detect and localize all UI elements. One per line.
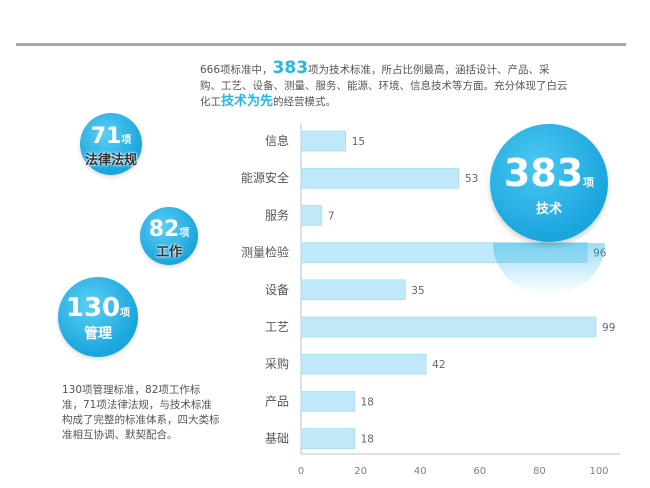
work-unit: 项 xyxy=(179,228,190,239)
laws-unit: 项 xyxy=(121,135,132,146)
bar xyxy=(300,391,355,412)
category-label: 工艺 xyxy=(265,320,289,334)
work-label: 工作 xyxy=(155,245,182,260)
work-circle: 82项 工作 xyxy=(140,207,198,265)
laws-label: 法律法规 xyxy=(84,153,137,168)
category-label: 设备 xyxy=(265,283,289,297)
intro-highlight-number: 383 xyxy=(272,58,309,78)
data-label: 18 xyxy=(361,434,374,446)
technical-unit: 项 xyxy=(583,176,595,189)
intro-paragraph: 666项标准中，383项为技术标准，所占比例最高，涵括设计、产品、采购、工艺、设… xyxy=(200,60,570,110)
bar xyxy=(300,353,427,375)
x-tick-label: 40 xyxy=(414,466,427,477)
data-label: 99 xyxy=(602,322,615,334)
category-label: 能源安全 xyxy=(241,170,289,185)
bar xyxy=(300,205,323,226)
intro-text-1: 666项标准中， xyxy=(200,64,273,76)
data-label: 18 xyxy=(361,396,374,408)
data-label: 15 xyxy=(352,136,365,148)
bar xyxy=(300,428,355,449)
management-count: 130项 xyxy=(65,293,131,323)
technical-label: 技术 xyxy=(535,202,562,217)
management-label: 管理 xyxy=(84,326,112,342)
summary-paragraph: 130项管理标准，82项工作标准，71项法律法规，与技术标准构成了完整的标准体系… xyxy=(62,384,220,441)
category-label: 采购 xyxy=(265,356,289,371)
laws-circle: 71项 法律法规 xyxy=(80,113,142,175)
category-label: 测量检验 xyxy=(241,245,289,260)
x-tick-label: 60 xyxy=(473,466,486,477)
data-label: 7 xyxy=(328,210,335,222)
category-label: 信息 xyxy=(265,133,289,148)
x-tick-label: 0 xyxy=(298,466,304,477)
technical-circle: 383项 技术 xyxy=(490,124,608,242)
intro-text-3: 的经营模式。 xyxy=(273,96,337,108)
x-tick-label: 100 xyxy=(589,466,608,477)
category-label: 产品 xyxy=(265,394,289,408)
management-circle: 130项 管理 xyxy=(58,277,138,357)
data-label: 35 xyxy=(411,285,424,297)
work-count: 82项 xyxy=(148,217,190,242)
bar xyxy=(300,130,347,152)
data-label: 42 xyxy=(432,359,445,371)
x-tick-label: 20 xyxy=(354,466,367,477)
data-label: 53 xyxy=(465,173,478,185)
management-unit: 项 xyxy=(120,308,131,319)
bar xyxy=(300,279,406,301)
technical-count: 383项 xyxy=(503,151,595,195)
data-label: 96 xyxy=(593,248,607,260)
bar xyxy=(300,242,588,263)
category-label: 服务 xyxy=(265,207,289,222)
top-divider xyxy=(16,43,626,46)
bar xyxy=(300,316,597,338)
intro-highlight-text: 技术为先 xyxy=(221,94,274,109)
x-tick-label: 80 xyxy=(533,466,546,477)
intro-text-2: 项为技术标准，所占比例最高，涵括设计、产品、采购、工艺、设备、测量、服务、能源、… xyxy=(200,64,568,108)
laws-count: 71项 xyxy=(90,124,132,149)
category-label: 基础 xyxy=(265,432,289,446)
bar xyxy=(300,167,460,189)
